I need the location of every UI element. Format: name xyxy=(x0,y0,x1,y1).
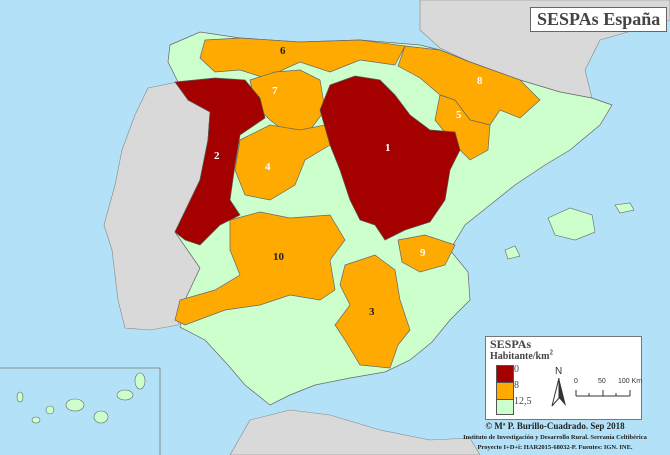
region-label-10: 10 xyxy=(273,251,285,263)
ibiza xyxy=(504,245,521,260)
legend-unit-sup: 2 xyxy=(549,348,553,357)
canary-inset-frame xyxy=(0,367,161,455)
legend-unit: Habitante/km2 xyxy=(490,348,553,362)
region-1 xyxy=(319,75,461,241)
region-label-6: 6 xyxy=(280,45,286,57)
map-title: SESPAs España xyxy=(530,7,668,32)
north-arrow-icon xyxy=(551,378,566,407)
region-8 xyxy=(397,45,541,126)
scale-tick-100: 100 Km xyxy=(618,378,643,385)
legend-swatch-mid xyxy=(496,382,514,400)
region-label-7: 7 xyxy=(272,85,278,97)
region-9 xyxy=(397,234,456,273)
legend-break-1: 8 xyxy=(514,380,519,391)
region-6 xyxy=(199,37,406,79)
region-label-2: 2 xyxy=(214,150,220,162)
scale-bar xyxy=(575,390,631,397)
credits-author: © Mª P. Burillo-Cuadrado. Sep 2018 xyxy=(485,421,625,431)
legend-swatch-high xyxy=(496,399,514,415)
canary-islands xyxy=(16,372,146,424)
region-label-1: 1 xyxy=(385,142,391,154)
legend-break-0: 0 xyxy=(514,364,519,375)
north-label: N xyxy=(555,366,563,377)
legend-swatch-low xyxy=(496,365,514,383)
legend-unit-text: Habitante/km xyxy=(490,351,550,362)
region-2 xyxy=(174,77,266,246)
credits-institute: Instituto de Investigación y Desarrollo … xyxy=(463,434,647,441)
legend-title: SESPAs xyxy=(490,337,532,351)
scale-tick-50: 50 xyxy=(598,378,606,385)
region-5 xyxy=(434,94,491,161)
region-3 xyxy=(334,254,411,369)
region-label-5: 5 xyxy=(456,109,462,121)
region-10 xyxy=(174,211,346,326)
region-label-4: 4 xyxy=(265,161,271,173)
region-label-9: 9 xyxy=(420,247,426,259)
region-label-3: 3 xyxy=(369,306,375,318)
mallorca xyxy=(547,207,596,241)
menorca xyxy=(614,202,635,214)
africa xyxy=(229,409,481,455)
region-4 xyxy=(234,124,331,201)
scale-tick-0: 0 xyxy=(574,378,578,385)
region-label-8: 8 xyxy=(477,75,483,87)
legend-break-2: 12,5 xyxy=(514,396,532,407)
legend: SESPAs Habitante/km2 0 8 12,5 N 0 50 100… xyxy=(485,336,642,420)
credits-project: Proyecto I+D+i: HAR2015-68032-P. Fuentes… xyxy=(477,444,633,451)
